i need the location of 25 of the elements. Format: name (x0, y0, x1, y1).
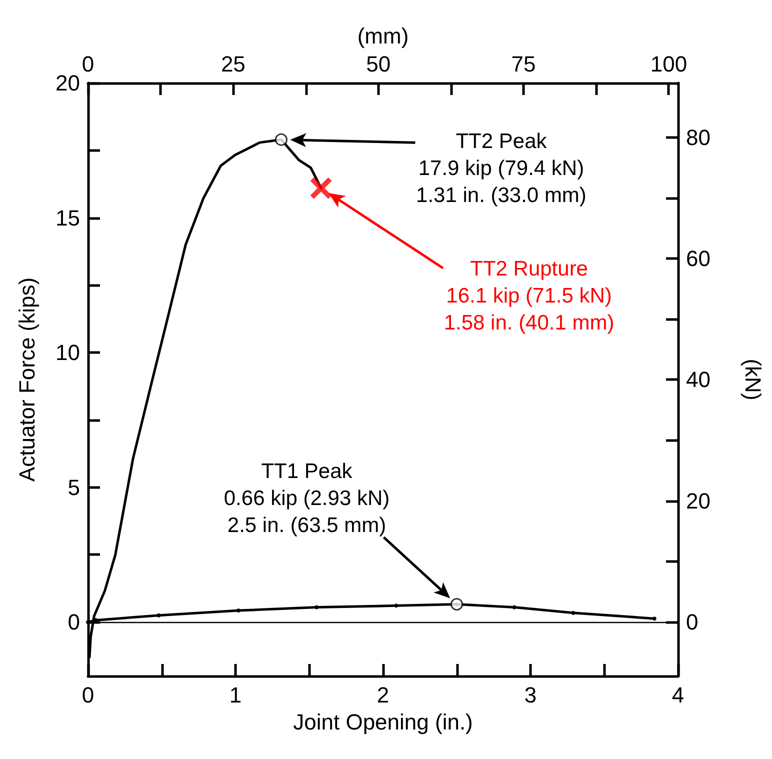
y-tick-label: 5 (68, 474, 80, 500)
y2-tick-label: 20 (686, 488, 710, 514)
x2-axis-title: (mm) (357, 24, 409, 48)
x-tick-label: 3 (524, 682, 537, 708)
x-tick-label: 2 (376, 682, 390, 708)
y2-tick-label: 40 (686, 367, 710, 392)
y-tick-label: 0 (68, 610, 80, 635)
y-tick-label: 15 (56, 205, 80, 230)
x-tick-label: 1 (229, 682, 242, 708)
y-tick-label: 20 (56, 70, 80, 96)
y2-tick-label: 80 (686, 124, 710, 150)
y2-axis-title: (kN) (740, 358, 766, 400)
y2-tick-label: 60 (686, 246, 710, 271)
x-axis-title: Joint Opening (in.) (293, 709, 473, 734)
annotation: TT2 Rupture 16.1 kip (71.5 kN) 1.58 in. (40.1 mm) (444, 258, 614, 335)
annotation: TT1 Peak 0.66 kip (2.93 kN) 2.5 in. (63.5 mm) (224, 460, 390, 537)
y-tick-label: 10 (56, 340, 80, 366)
y2-tick-label: 0 (686, 610, 698, 635)
x2-tick-label: 50 (366, 52, 391, 76)
x2-tick-label: 75 (511, 52, 536, 76)
y-axis-title: Actuator Force (kips) (14, 277, 40, 482)
x-tick-label: 4 (672, 682, 684, 708)
annotation: TT2 Peak 17.9 kip (79.4 kN) 1.31 in. (33.0 mm) (416, 130, 586, 208)
x2-tick-label: 100 (650, 52, 688, 76)
x2-tick-label: 25 (220, 52, 246, 76)
